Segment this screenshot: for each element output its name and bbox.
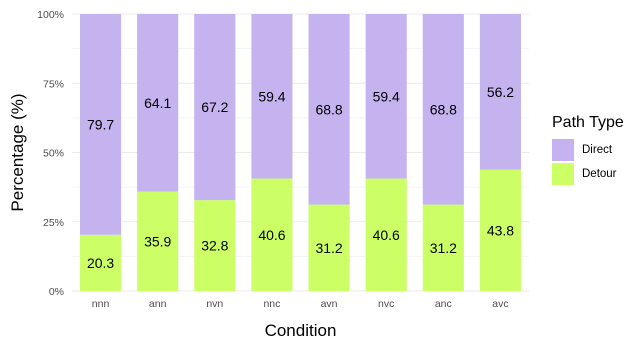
x-axis-title: Condition — [265, 321, 337, 340]
bar-detour-nvn — [194, 200, 236, 291]
data-label-detour: 40.6 — [258, 227, 285, 243]
bar-direct-avc — [479, 14, 522, 170]
bar-detour-nnn — [79, 234, 122, 291]
data-label-detour: 35.9 — [144, 233, 171, 249]
legend-item-direct: Direct — [552, 139, 612, 161]
legend-swatch-direct — [552, 139, 574, 161]
data-label-detour: 31.2 — [430, 240, 457, 256]
x-tick-label: avn — [321, 298, 338, 310]
data-label-direct: 59.4 — [373, 88, 400, 104]
data-label-detour: 43.8 — [487, 222, 514, 238]
bar-direct-nnn — [79, 14, 122, 235]
bar-direct-nnc — [251, 14, 293, 179]
x-tick-label: anc — [435, 298, 452, 310]
y-axis-title: Percentage (%) — [8, 93, 27, 211]
x-tick-label: nnc — [263, 298, 280, 310]
legend-label-direct: Direct — [582, 144, 613, 156]
data-label-direct: 64.1 — [144, 95, 171, 111]
bar-detour-avc — [479, 169, 522, 291]
data-label-direct: 67.2 — [201, 99, 228, 115]
data-label-detour: 20.3 — [87, 255, 114, 271]
data-label-direct: 79.7 — [87, 116, 114, 132]
y-tick-label: 25% — [43, 217, 64, 229]
x-tick-label: avc — [492, 298, 508, 310]
y-tick-label: 0% — [49, 286, 64, 298]
bar-direct-nvn — [194, 14, 236, 201]
bar-detour-ann — [137, 191, 179, 291]
data-label-direct: 68.8 — [430, 101, 457, 117]
bar-direct-ann — [137, 14, 179, 192]
legend-item-detour: Detour — [552, 163, 617, 185]
bar-detour-nnc — [251, 178, 293, 291]
bar-direct-nvc — [365, 14, 407, 179]
bar-direct-avn — [308, 14, 350, 205]
data-label-direct: 56.2 — [487, 84, 514, 100]
y-tick-label: 75% — [43, 78, 64, 90]
legend-swatch-detour — [552, 163, 574, 185]
data-label-detour: 31.2 — [315, 240, 342, 256]
data-label-direct: 59.4 — [258, 88, 285, 104]
bar-detour-avn — [308, 204, 350, 291]
bar-detour-anc — [422, 204, 464, 291]
y-tick-label: 50% — [43, 148, 64, 160]
x-tick-label: nvc — [378, 298, 394, 310]
legend-label-detour: Detour — [582, 168, 617, 180]
data-label-detour: 32.8 — [201, 238, 228, 254]
data-label-detour: 40.6 — [373, 227, 400, 243]
x-tick-label: nvn — [206, 298, 223, 310]
y-tick-label: 100% — [37, 9, 64, 21]
data-label-direct: 68.8 — [315, 101, 342, 117]
x-tick-label: nnn — [92, 298, 110, 310]
legend-title: Path Type — [552, 114, 624, 131]
bar-direct-anc — [422, 14, 464, 205]
legend: Path Type Direct Detour — [552, 114, 629, 185]
x-tick-label: ann — [149, 298, 167, 310]
bar-detour-nvc — [365, 178, 407, 291]
